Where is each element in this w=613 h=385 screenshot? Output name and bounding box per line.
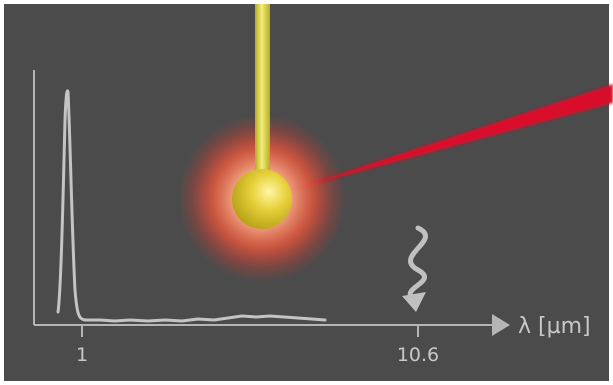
tick-label-10-6: 10.6 [397, 344, 439, 366]
x-axis-label: λ [µm] [518, 314, 591, 339]
droplet [232, 169, 292, 229]
arrow-right-icon [492, 314, 510, 336]
emission-spectrum-curve [56, 89, 327, 323]
laser-beam [284, 84, 613, 192]
droplet-rod [255, 4, 270, 170]
tick-label-1: 1 [76, 344, 88, 366]
wavy-down-arrow-icon [402, 225, 428, 312]
